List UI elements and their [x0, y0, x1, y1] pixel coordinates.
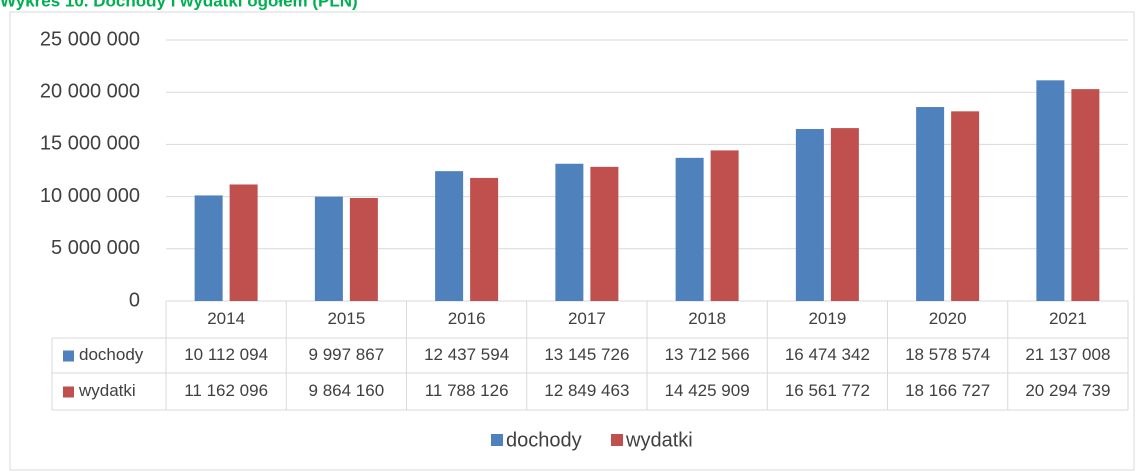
table-cell: 9 864 160 [309, 381, 385, 400]
x-tick-label: 2018 [688, 309, 726, 328]
table-cell: 11 162 096 [184, 381, 268, 400]
x-tick-label: 2020 [929, 309, 967, 328]
table-cell: 10 112 094 [184, 345, 268, 364]
legend-key [491, 434, 503, 446]
bar [435, 171, 464, 301]
bar [1071, 89, 1100, 301]
table-cell: 12 849 463 [544, 381, 629, 400]
legend-label: dochody [506, 429, 582, 451]
chart-title: Wykres 10. Dochody i wydatki ogółem (PLN… [0, 0, 358, 10]
legend-key [63, 350, 74, 362]
x-tick-label: 2021 [1049, 309, 1087, 328]
bar [830, 128, 859, 301]
x-tick-label: 2016 [448, 309, 486, 328]
table-cell: 14 425 909 [665, 381, 750, 400]
bar [229, 184, 258, 301]
x-tick-label: 2019 [808, 309, 846, 328]
bar [1036, 80, 1065, 301]
bar [314, 196, 343, 301]
y-tick-label: 0 [129, 289, 140, 311]
bar [194, 195, 223, 301]
table-cell: 13 712 566 [665, 345, 750, 364]
bar [555, 163, 584, 301]
table-cell: 9 997 867 [309, 345, 385, 364]
table-cell: 20 294 739 [1025, 381, 1110, 400]
bar [795, 129, 824, 301]
x-tick-label: 2014 [207, 309, 245, 328]
x-tick-label: 2015 [327, 309, 365, 328]
legend-key [611, 434, 623, 446]
table-cell: 13 145 726 [544, 345, 629, 364]
y-tick-label: 10 000 000 [40, 185, 140, 207]
table-cell: 12 437 594 [424, 345, 509, 364]
bar [951, 111, 980, 301]
table-cell: 16 561 772 [785, 381, 870, 400]
table-cell: 16 474 342 [785, 345, 870, 364]
bar [916, 107, 945, 301]
table-cell: 18 166 727 [905, 381, 990, 400]
legend-key [63, 386, 74, 398]
legend-label: wydatki [625, 429, 693, 451]
row-label: wydatki [78, 381, 136, 400]
y-tick-label: 20 000 000 [40, 80, 140, 102]
bar [710, 150, 739, 301]
bar [675, 157, 704, 301]
row-label: dochody [79, 345, 144, 364]
y-tick-label: 25 000 000 [40, 28, 140, 50]
bar [590, 166, 619, 301]
bar [470, 177, 499, 301]
bar [349, 198, 378, 301]
table-cell: 11 788 126 [425, 381, 509, 400]
y-tick-label: 5 000 000 [51, 237, 140, 259]
x-tick-label: 2017 [568, 309, 606, 328]
table-cell: 18 578 574 [905, 345, 990, 364]
table-cell: 21 137 008 [1025, 345, 1110, 364]
y-tick-label: 15 000 000 [40, 133, 140, 155]
